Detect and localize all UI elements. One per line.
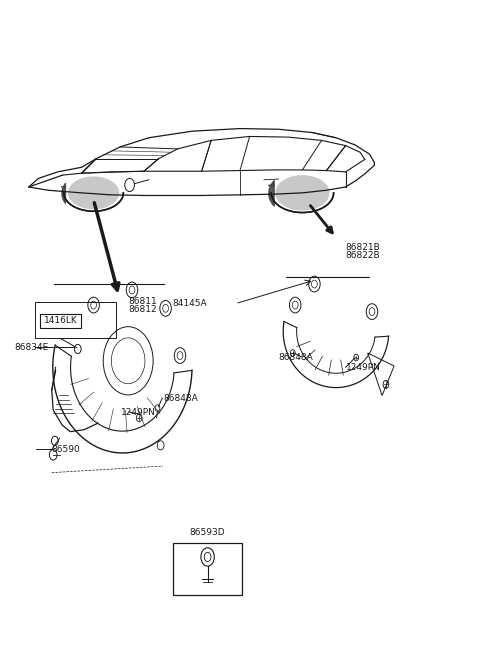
Bar xyxy=(35,302,116,338)
Polygon shape xyxy=(69,177,119,209)
Bar xyxy=(173,543,242,595)
Polygon shape xyxy=(276,176,329,210)
Text: 86812: 86812 xyxy=(129,305,157,314)
Text: 86848A: 86848A xyxy=(278,353,313,362)
Polygon shape xyxy=(368,353,394,396)
Text: 86811: 86811 xyxy=(129,297,157,306)
Bar xyxy=(40,314,81,328)
Text: 86590: 86590 xyxy=(52,445,81,454)
Text: 86822B: 86822B xyxy=(346,251,380,260)
Text: 1249PN: 1249PN xyxy=(346,363,381,372)
Text: 1416LK: 1416LK xyxy=(44,316,77,325)
Text: 86834E: 86834E xyxy=(14,342,48,352)
Text: 86848A: 86848A xyxy=(163,394,198,403)
Text: 1249PN: 1249PN xyxy=(121,408,156,417)
Text: 84145A: 84145A xyxy=(173,299,207,308)
Text: 86593D: 86593D xyxy=(190,528,226,537)
Text: 86821B: 86821B xyxy=(346,243,380,252)
